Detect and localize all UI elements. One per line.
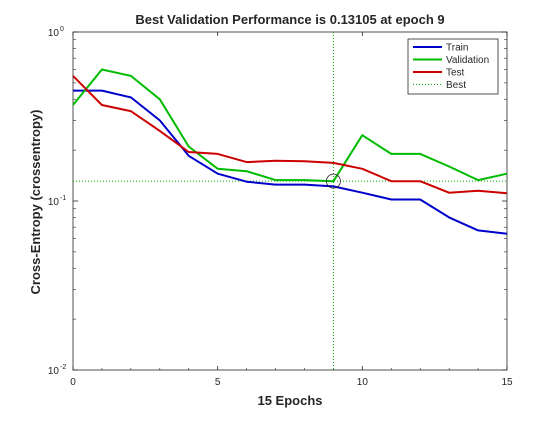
legend-label-validation: Validation (446, 55, 489, 66)
y-tick-label: 10 (48, 28, 60, 39)
y-tick-label: 10 (48, 366, 60, 377)
legend-label-best: Best (446, 80, 466, 91)
x-tick-label: 5 (215, 377, 221, 388)
y-tick-exponent: -1 (60, 195, 66, 202)
legend-label-test: Test (446, 68, 465, 79)
chart-title: Best Validation Performance is 0.13105 a… (135, 12, 444, 27)
y-tick-label: 10 (48, 197, 60, 208)
x-tick-label: 10 (357, 377, 369, 388)
y-tick-exponent: -2 (60, 364, 66, 371)
series-line-validation (72, 68, 508, 183)
y-axis-label: Cross-Entropy (crossentropy) (28, 110, 43, 295)
x-tick-label: 0 (70, 377, 76, 388)
x-axis-label: 15 Epochs (257, 393, 322, 408)
legend-label-train: Train (446, 43, 468, 54)
series-line-train (73, 89, 508, 235)
y-tick-exponent: 0 (60, 26, 64, 33)
best-point-marker (325, 173, 341, 189)
series-line-test (72, 75, 508, 195)
x-tick-label: 15 (501, 377, 513, 388)
